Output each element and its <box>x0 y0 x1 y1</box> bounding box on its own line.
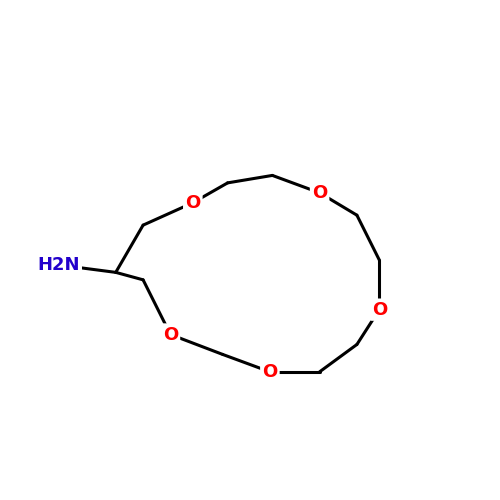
Text: H2N: H2N <box>38 256 80 274</box>
Text: O: O <box>312 184 327 202</box>
Text: O: O <box>262 363 278 381</box>
Text: O: O <box>163 326 178 344</box>
Text: O: O <box>185 194 200 212</box>
Text: O: O <box>372 300 387 318</box>
